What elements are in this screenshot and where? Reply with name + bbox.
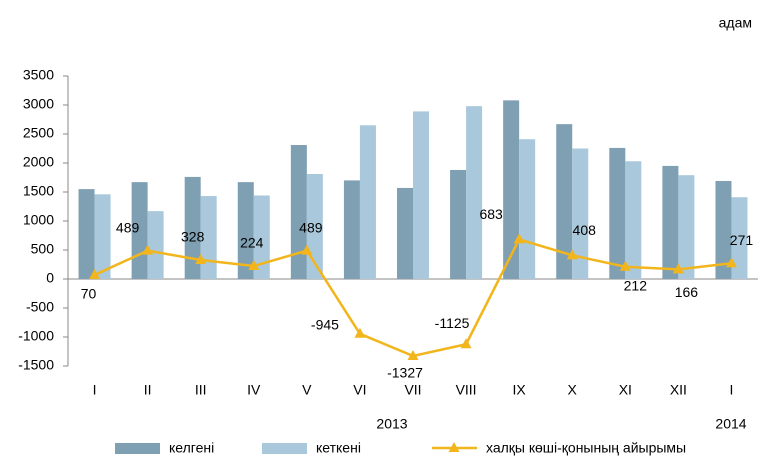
y-tick-label: 1000 bbox=[23, 212, 54, 228]
x-tick-label: XII bbox=[670, 382, 687, 398]
data-label: 271 bbox=[730, 232, 754, 248]
data-label: 408 bbox=[573, 222, 597, 238]
y-tick-label: -1500 bbox=[18, 357, 54, 373]
line-marker bbox=[301, 244, 313, 255]
line-marker bbox=[566, 249, 578, 260]
x-tick-label: XI bbox=[619, 382, 632, 398]
y-tick-label: -500 bbox=[26, 299, 54, 315]
year-label: 2013 bbox=[376, 416, 407, 432]
year-label: 2014 bbox=[715, 416, 746, 432]
bar bbox=[556, 124, 573, 279]
line-marker bbox=[89, 268, 101, 279]
data-label: 683 bbox=[479, 206, 503, 222]
bar bbox=[609, 147, 626, 279]
bar bbox=[359, 125, 376, 279]
data-label: 70 bbox=[81, 286, 97, 302]
x-tick-label: IV bbox=[247, 382, 261, 398]
legend-label: кеткені bbox=[316, 440, 361, 456]
bar bbox=[397, 187, 413, 279]
legend-label: келгені bbox=[169, 440, 214, 456]
data-label: -1327 bbox=[387, 365, 423, 381]
y-tick-label: -1000 bbox=[18, 328, 54, 344]
bar bbox=[715, 180, 732, 279]
bar bbox=[572, 148, 589, 279]
bar bbox=[147, 211, 164, 279]
x-tick-label: V bbox=[302, 382, 312, 398]
x-tick-label: IX bbox=[513, 382, 527, 398]
line-marker bbox=[407, 349, 419, 360]
data-label: 166 bbox=[675, 284, 699, 300]
bar bbox=[184, 176, 201, 279]
line-marker bbox=[725, 257, 737, 268]
legend-swatch bbox=[115, 443, 160, 454]
data-label: -1125 bbox=[435, 315, 470, 331]
bar bbox=[343, 180, 360, 279]
legend-swatch bbox=[262, 443, 307, 454]
x-tick-label: VII bbox=[404, 382, 421, 398]
y-tick-label: 3000 bbox=[23, 96, 54, 112]
bar bbox=[678, 175, 695, 279]
bar bbox=[625, 161, 642, 279]
unit-label: адам bbox=[719, 15, 752, 31]
line-marker bbox=[354, 327, 366, 338]
data-label: 212 bbox=[624, 277, 648, 293]
line-marker bbox=[672, 263, 684, 274]
bar bbox=[237, 182, 254, 279]
line-marker bbox=[248, 260, 260, 271]
x-tick-label: VIII bbox=[456, 382, 477, 398]
bar bbox=[731, 197, 748, 279]
x-tick-label: I bbox=[93, 382, 97, 398]
y-tick-label: 1500 bbox=[23, 183, 54, 199]
x-tick-label: X bbox=[568, 382, 578, 398]
bar bbox=[466, 106, 483, 279]
y-tick-label: 2500 bbox=[23, 125, 54, 141]
data-label: 489 bbox=[116, 219, 140, 235]
line-marker bbox=[460, 338, 472, 349]
bar bbox=[662, 165, 679, 279]
bar bbox=[450, 169, 467, 279]
y-tick-label: 500 bbox=[31, 241, 55, 257]
data-label: 489 bbox=[299, 219, 323, 235]
line-marker bbox=[195, 253, 207, 264]
bar bbox=[519, 139, 536, 279]
bar bbox=[503, 100, 520, 279]
data-label: 328 bbox=[181, 229, 205, 245]
x-tick-label: II bbox=[144, 382, 152, 398]
data-label: 224 bbox=[240, 235, 264, 251]
bar bbox=[94, 194, 111, 279]
line-marker bbox=[619, 260, 631, 271]
line-marker bbox=[142, 244, 154, 255]
bar bbox=[290, 145, 307, 279]
legend-label: халқы көші-қонының айырымы bbox=[486, 440, 686, 456]
legend-marker bbox=[448, 442, 460, 452]
data-label: -945 bbox=[311, 317, 339, 333]
bar bbox=[253, 195, 270, 279]
bar bbox=[200, 196, 217, 279]
x-tick-label: III bbox=[195, 382, 207, 398]
y-tick-label: 3500 bbox=[23, 67, 54, 83]
bar bbox=[78, 189, 95, 279]
y-tick-label: 0 bbox=[46, 270, 54, 286]
x-tick-label: VI bbox=[353, 382, 366, 398]
x-tick-label: I bbox=[730, 382, 734, 398]
bar bbox=[413, 111, 429, 279]
line-marker bbox=[513, 233, 525, 244]
y-tick-label: 2000 bbox=[23, 154, 54, 170]
